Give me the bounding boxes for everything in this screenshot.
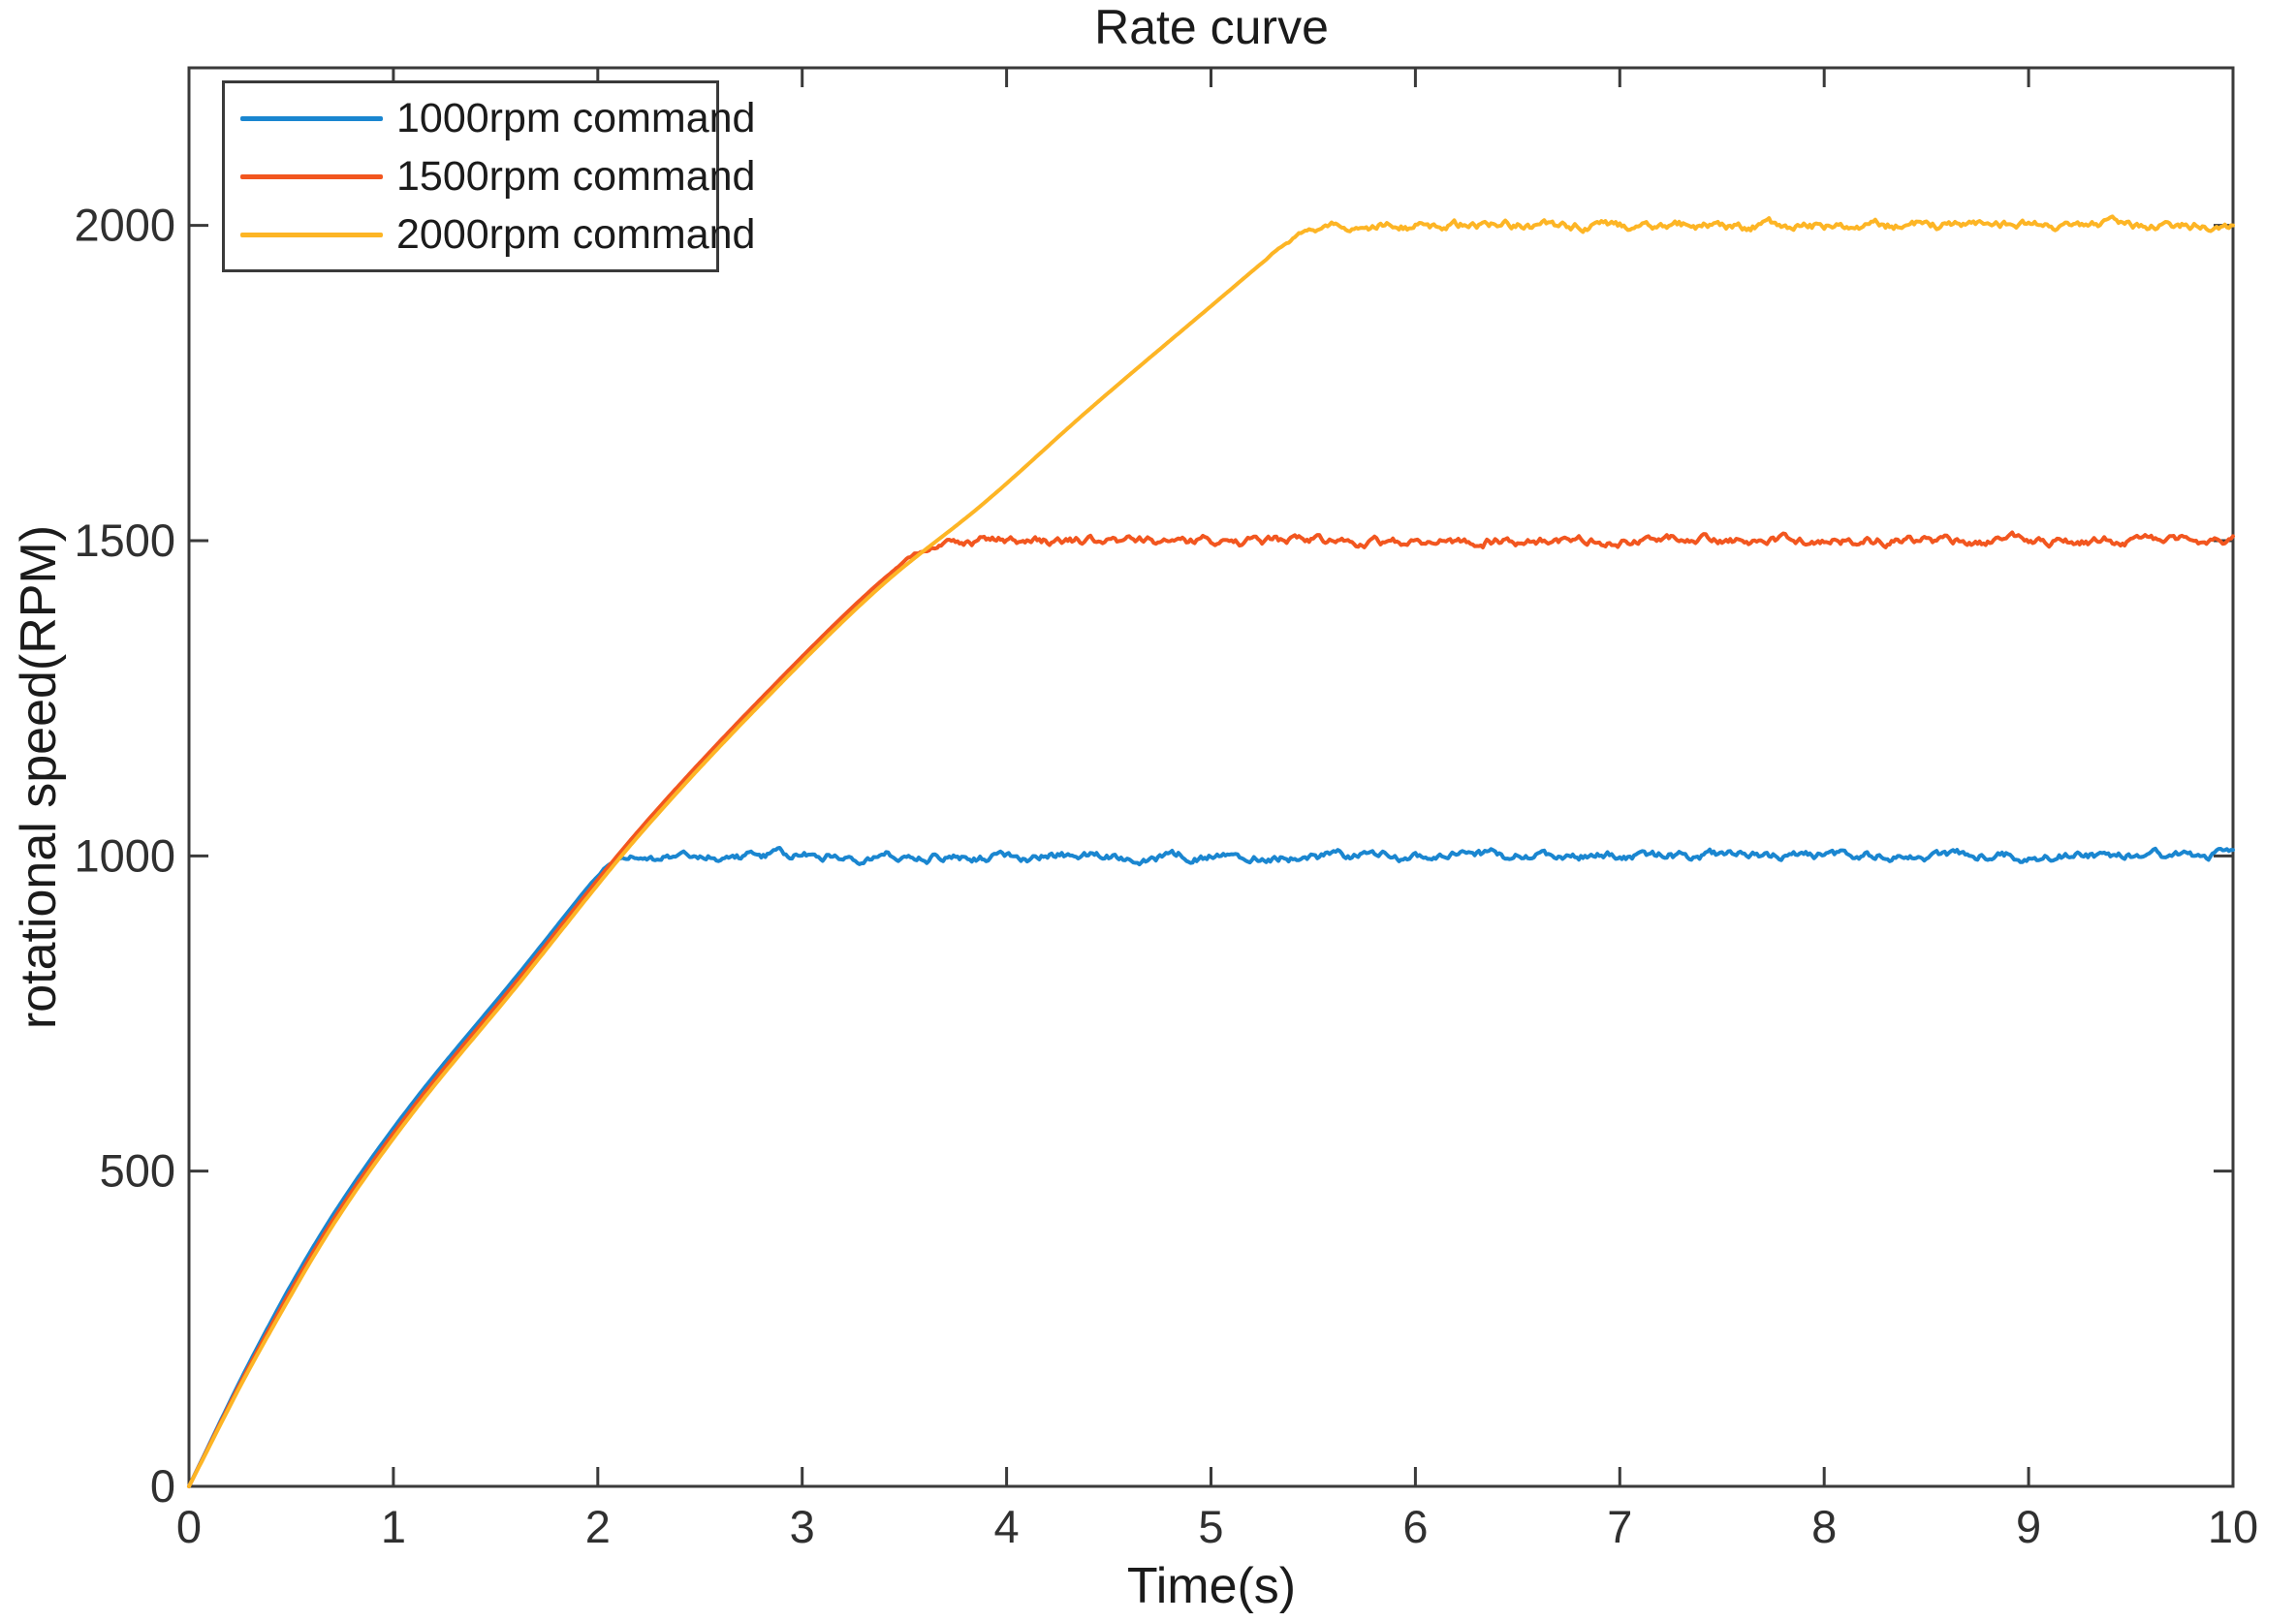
chart-title: Rate curve — [1094, 0, 1329, 54]
x-tick-label: 0 — [176, 1501, 202, 1552]
y-tick-label: 1000 — [74, 829, 175, 881]
legend-line-swatch-1000rpm — [240, 115, 383, 121]
x-tick-label: 8 — [1811, 1501, 1837, 1552]
x-tick-label: 3 — [790, 1501, 815, 1552]
y-tick-label: 2000 — [74, 200, 175, 251]
series-line-1000rpm — [187, 846, 2235, 1488]
series-line-2000rpm — [187, 214, 2235, 1488]
axes-box — [187, 66, 2235, 1488]
x-tick-label: 10 — [2208, 1501, 2258, 1552]
legend-line-swatch-2000rpm — [240, 232, 383, 237]
x-tick-label: 5 — [1198, 1501, 1223, 1552]
x-tick-label: 6 — [1402, 1501, 1428, 1552]
legend-label-2000rpm: 2000rpm command — [396, 210, 756, 258]
legend-box: 1000rpm command 1500rpm command 2000rpm … — [222, 80, 755, 272]
legend-line-swatch-1500rpm — [240, 173, 383, 179]
x-tick-label: 9 — [2016, 1501, 2041, 1552]
x-tick-label: 2 — [585, 1501, 611, 1552]
legend-item-2000rpm: 2000rpm command — [225, 211, 755, 259]
x-tick-label: 4 — [994, 1501, 1020, 1552]
x-tick-label: 1 — [381, 1501, 406, 1552]
series-line-1500rpm — [187, 530, 2235, 1488]
legend-label-1500rpm: 1500rpm command — [396, 152, 756, 200]
y-tick-label: 1500 — [74, 515, 175, 566]
y-axis-label: rotational speed(RPM) — [11, 524, 67, 1030]
x-axis-label: Time(s) — [1126, 1558, 1297, 1614]
y-tick-label: 500 — [100, 1145, 175, 1197]
y-tick-label: 0 — [150, 1460, 175, 1512]
legend-item-1500rpm: 1500rpm command — [225, 153, 755, 201]
x-tick-label: 7 — [1607, 1501, 1632, 1552]
legend-item-1000rpm: 1000rpm command — [225, 95, 755, 142]
legend-label-1000rpm: 1000rpm command — [396, 94, 756, 141]
